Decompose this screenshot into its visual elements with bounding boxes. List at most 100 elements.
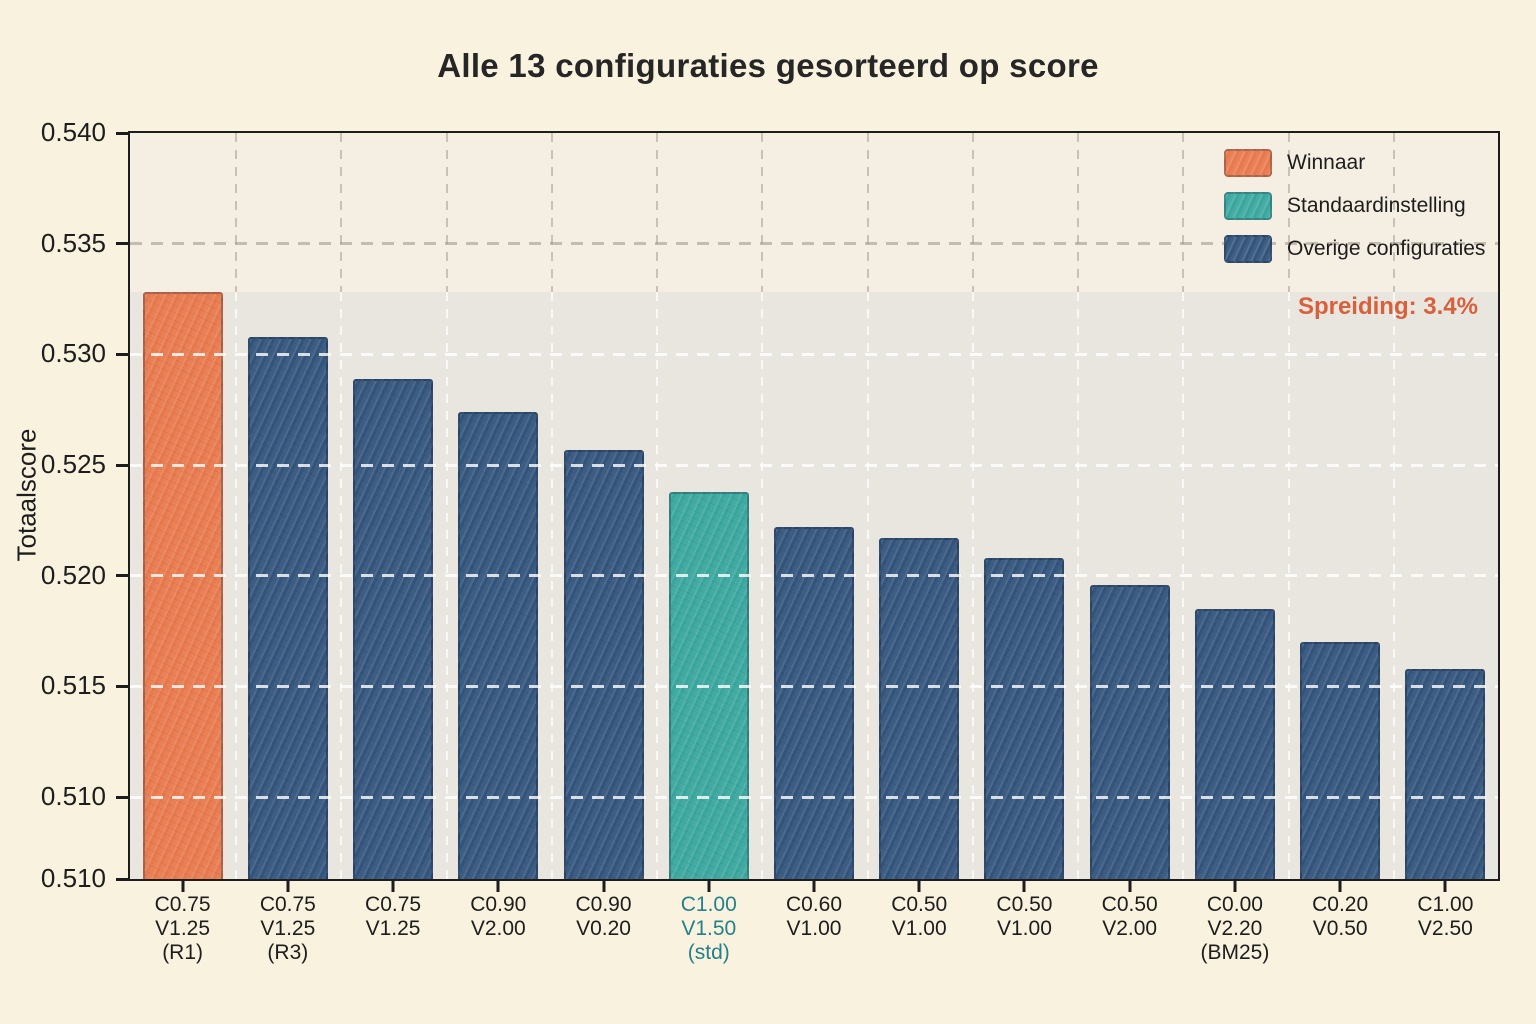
- bar-c0.90-v0.20: [563, 449, 644, 879]
- x-tick-label: C0.90 V2.00: [418, 893, 578, 941]
- x-tick-line: C0.50: [996, 893, 1053, 916]
- legend-item: Standaardinstelling: [1224, 192, 1485, 220]
- y-tick-mark: [116, 877, 128, 881]
- x-tick-mark: [1443, 881, 1447, 892]
- x-tick-line: (std): [687, 941, 730, 964]
- x-tick-line: C0.75: [154, 893, 211, 916]
- x-tick-label: C0.60 V1.00: [734, 893, 894, 941]
- x-tick-line: C0.90: [470, 893, 527, 916]
- bar-c0.75-v1.25: [353, 378, 434, 879]
- x-tick-line: C0.60: [785, 893, 843, 916]
- x-tick-line: C0.50: [1101, 893, 1158, 916]
- v-gridline: [550, 292, 553, 879]
- y-tick-label: 0.510: [40, 780, 106, 811]
- x-tick-label: C0.90 V0.20: [524, 893, 684, 941]
- v-gridline: [1287, 133, 1290, 293]
- x-tick-line: V0.50: [1312, 917, 1368, 940]
- y-tick-mark: [116, 242, 128, 246]
- h-gridline: [130, 574, 1498, 578]
- y-tick-label: 0.515: [40, 670, 106, 701]
- x-tick-mark: [391, 881, 395, 892]
- x-tick-mark: [707, 881, 711, 892]
- y-tick-label: 0.510: [40, 862, 106, 893]
- x-tick-line: V1.50: [681, 917, 737, 940]
- x-tick-label: C0.00 V2.20 (BM25): [1155, 893, 1315, 965]
- x-tick-mark: [1022, 881, 1026, 892]
- y-tick-mark: [116, 463, 128, 467]
- v-gridline: [761, 292, 764, 879]
- x-tick-mark: [181, 881, 185, 892]
- legend-label: Overige configuraties: [1287, 237, 1486, 260]
- v-gridline: [550, 133, 553, 293]
- y-tick-mark: [116, 574, 128, 578]
- y-tick-mark: [116, 795, 128, 799]
- y-tick-label: 0.530: [40, 338, 106, 369]
- legend-swatch-default: [1224, 192, 1272, 220]
- x-tick-line: V1.25: [260, 917, 316, 940]
- v-gridline: [1392, 133, 1395, 293]
- x-tick-line: V1.25: [155, 917, 211, 940]
- x-tick-line: V2.00: [1102, 917, 1158, 940]
- v-gridline: [656, 292, 659, 879]
- v-gridline: [1077, 292, 1080, 879]
- legend-item: Winnaar: [1224, 149, 1485, 177]
- bar-c0.60-v1.00: [774, 527, 854, 879]
- v-gridline: [761, 133, 764, 293]
- chart-title: Alle 13 configuraties gesorteerd op scor…: [437, 47, 1099, 84]
- bar-c0.75-v1.25-r1: [142, 292, 223, 879]
- x-tick-line: C0.00: [1206, 893, 1263, 916]
- x-tick-mark: [1128, 881, 1132, 892]
- v-gridline: [866, 292, 869, 879]
- bar-c0.50-v2.00: [1089, 584, 1170, 879]
- plot-area: Winnaar Standaardinstelling Overige config…: [41, 117, 1500, 964]
- x-tick-line: C0.20: [1312, 893, 1369, 916]
- x-tick-line: V1.00: [891, 917, 947, 940]
- y-tick-label: 0.535: [40, 227, 106, 258]
- bar-c1.00-v2.50: [1405, 668, 1486, 879]
- x-tick-label: C0.50 V1.00: [839, 893, 999, 941]
- x-tick-line: C1.00: [680, 893, 737, 916]
- v-gridline: [1182, 133, 1185, 293]
- y-tick-label: 0.540: [40, 116, 106, 147]
- y-tick-mark: [116, 131, 128, 135]
- x-tick-mark: [496, 881, 500, 892]
- legend-item: Overige configuraties: [1224, 235, 1485, 263]
- x-tick-label: C0.50 V2.00: [1050, 893, 1210, 941]
- x-tick-mark: [1233, 881, 1237, 892]
- v-gridline: [235, 292, 238, 879]
- v-gridline: [235, 133, 238, 293]
- v-gridline: [445, 292, 448, 879]
- bar-c0.50-v1.00: [879, 538, 960, 879]
- y-tick-label: 0.520: [40, 559, 106, 590]
- legend: Winnaar Standaardinstelling Overige config…: [1224, 149, 1485, 263]
- x-tick-label: C0.75 V1.25 (R3): [208, 893, 368, 965]
- h-gridline: [130, 795, 1498, 799]
- x-tick-line: (R1): [162, 941, 204, 964]
- bar-c0.75-v1.25-r3: [247, 336, 328, 879]
- legend-swatch-other: [1224, 235, 1272, 263]
- h-gridline: [130, 352, 1498, 356]
- v-gridline: [1077, 133, 1080, 293]
- v-gridline: [971, 133, 974, 293]
- x-tick-label: C0.75 V1.25 (R1): [103, 893, 263, 965]
- v-gridline: [1392, 292, 1395, 879]
- x-tick-line: V0.20: [576, 917, 631, 940]
- x-tick-mark: [917, 881, 921, 892]
- x-tick-line: V1.00: [786, 917, 842, 940]
- x-tick-line: V2.50: [1417, 917, 1473, 940]
- x-tick-line: V1.25: [365, 917, 421, 940]
- x-tick-line: (BM25): [1200, 941, 1270, 964]
- x-tick-mark: [812, 881, 816, 892]
- h-gridline: [130, 242, 1498, 246]
- bar-c0.90-v2.00: [458, 411, 539, 879]
- x-tick-line: C0.75: [259, 893, 316, 916]
- legend-swatch-winner: [1224, 149, 1272, 177]
- x-tick-line: V2.20: [1207, 917, 1263, 940]
- x-tick-label: C0.50 V1.00: [944, 893, 1104, 941]
- x-tick-label: C0.20 V0.50: [1260, 893, 1420, 941]
- x-tick-line: V1.00: [997, 917, 1052, 940]
- h-gridline: [130, 463, 1498, 467]
- h-gridline: [130, 684, 1498, 688]
- v-gridline: [340, 133, 343, 293]
